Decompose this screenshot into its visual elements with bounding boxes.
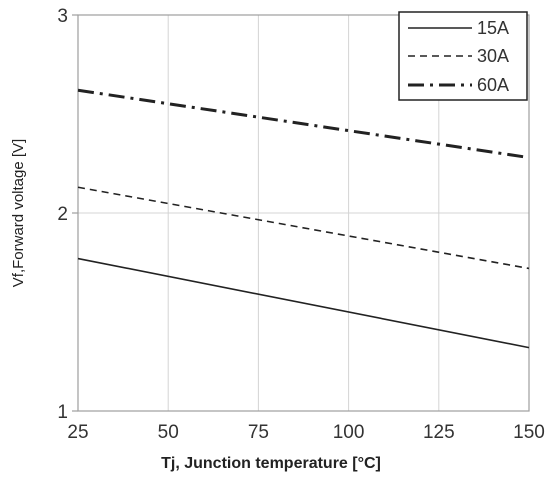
y-axis-label: Vf,Forward voltage [V] — [10, 139, 27, 287]
series-line-30a — [77, 186, 530, 270]
x-axis-label: Tj, Junction temperature [°C] — [161, 455, 381, 472]
x-tick-label: 25 — [67, 422, 88, 443]
series-line-15a — [77, 257, 530, 349]
legend-label-60a: 60A — [477, 75, 509, 95]
x-tick-label: 100 — [333, 422, 365, 443]
x-axis-ticks: 25 50 75 100 125 150 — [67, 422, 544, 443]
y-axis-ticks: 1 2 3 — [57, 6, 78, 423]
y-tick-label: 1 — [57, 402, 68, 423]
y-tick-label: 3 — [57, 6, 68, 27]
legend-label-15a: 15A — [477, 18, 509, 38]
legend: 15A 30A 60A — [398, 11, 528, 101]
y-tick-label: 2 — [57, 204, 68, 225]
x-tick-label: 50 — [158, 422, 179, 443]
x-tick-label: 75 — [248, 422, 269, 443]
series-line-60a — [77, 88, 530, 160]
series-lines — [77, 88, 530, 349]
legend-label-30a: 30A — [477, 46, 509, 66]
x-tick-label: 125 — [423, 422, 455, 443]
x-tick-label: 150 — [513, 422, 545, 443]
